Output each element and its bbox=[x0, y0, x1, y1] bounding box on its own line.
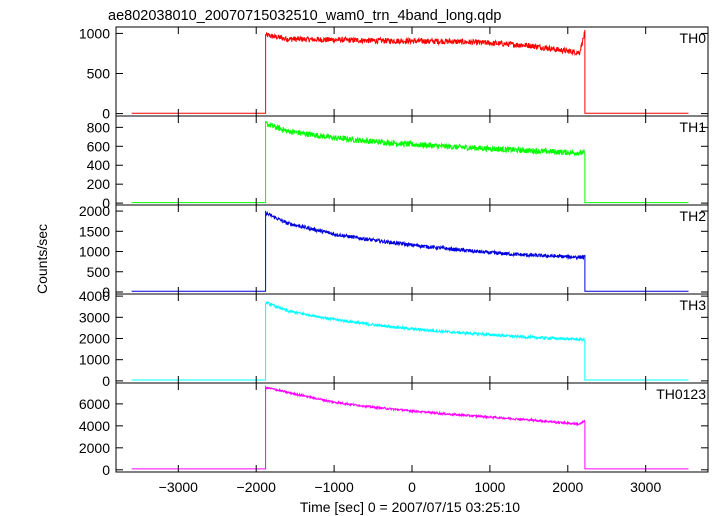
y-tick-label: 2000 bbox=[79, 331, 110, 347]
y-tick-label: 200 bbox=[87, 176, 111, 192]
y-tick-label: 3000 bbox=[79, 309, 110, 325]
y-tick-label: 500 bbox=[87, 66, 111, 82]
y-tick-label: 1000 bbox=[79, 244, 110, 260]
panel-th3: 0 1000 2000 3000 4000 TH3 bbox=[79, 288, 709, 389]
y-tick-label: 0 bbox=[102, 284, 110, 300]
panel-stack: 0 500 1000 TH0 0 200 400 600 800 TH1 0 500 1000 1500 2… bbox=[79, 25, 709, 495]
figure-title: ae802038010_20070715032510_wam0_trn_4ban… bbox=[108, 8, 501, 24]
panel-frame bbox=[115, 204, 709, 295]
y-tick-label: 2000 bbox=[79, 203, 110, 219]
x-tick-label: 2000 bbox=[552, 479, 583, 495]
y-tick-label: 2000 bbox=[79, 440, 110, 456]
series-line-th0123 bbox=[131, 385, 689, 470]
panel-th0123: 0 2000 4000 6000 TH0123 bbox=[79, 382, 709, 478]
panel-label: TH1 bbox=[680, 119, 707, 135]
y-tick-label: 1000 bbox=[79, 25, 110, 41]
y-tick-label: 800 bbox=[87, 119, 111, 135]
series-line-th2 bbox=[131, 210, 689, 292]
y-tick-label: 600 bbox=[87, 138, 111, 154]
panel-th1: 0 200 400 600 800 TH1 bbox=[87, 115, 709, 211]
x-tick-label: −2000 bbox=[237, 479, 277, 495]
y-axis-label: Counts/sec bbox=[34, 224, 50, 294]
y-tick-label: 4000 bbox=[79, 288, 110, 304]
series-line-th3 bbox=[131, 300, 689, 381]
x-tick-label: −1000 bbox=[314, 479, 354, 495]
x-tick-label: 0 bbox=[408, 479, 416, 495]
y-tick-label: 500 bbox=[87, 264, 111, 280]
panel-frame bbox=[115, 382, 709, 473]
y-tick-label: 6000 bbox=[79, 396, 110, 412]
panel-th0: 0 500 1000 TH0 bbox=[79, 25, 709, 122]
panel-frame bbox=[115, 293, 709, 384]
y-tick-label: 0 bbox=[102, 195, 110, 211]
y-tick-label: 1000 bbox=[79, 352, 110, 368]
y-tick-label: 400 bbox=[87, 157, 111, 173]
panel-label: TH3 bbox=[680, 297, 707, 313]
series-line-th1 bbox=[131, 120, 689, 204]
panel-label: TH2 bbox=[680, 208, 707, 224]
x-tick-label: 3000 bbox=[630, 479, 661, 495]
series-line-th0 bbox=[131, 29, 689, 114]
y-tick-label: 1500 bbox=[79, 223, 110, 239]
x-tick-label: −3000 bbox=[159, 479, 199, 495]
panel-frame bbox=[115, 115, 709, 206]
y-tick-label: 0 bbox=[102, 106, 110, 122]
y-tick-label: 0 bbox=[102, 373, 110, 389]
y-tick-label: 4000 bbox=[79, 418, 110, 434]
panel-th2: 0 500 1000 1500 2000 TH2 bbox=[79, 203, 709, 300]
x-axis-label: Time [sec] 0 = 2007/07/15 03:25:10 bbox=[300, 499, 520, 515]
y-tick-label: 0 bbox=[102, 462, 110, 478]
panel-label: TH0123 bbox=[656, 386, 706, 402]
panel-label: TH0 bbox=[680, 30, 707, 46]
x-tick-label: 1000 bbox=[474, 479, 505, 495]
